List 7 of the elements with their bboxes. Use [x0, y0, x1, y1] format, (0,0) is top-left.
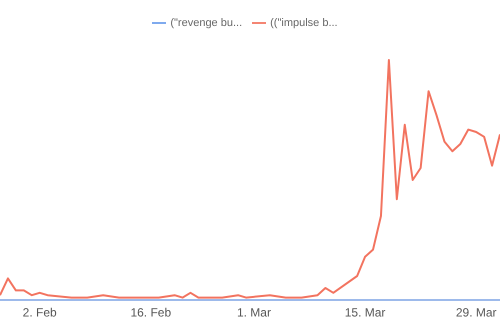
x-tick-label: 29. Mar — [456, 306, 497, 320]
x-tick-label: 16. Feb — [130, 306, 172, 320]
x-tick-label: 2. Feb — [22, 306, 58, 320]
x-tick-label: 15. Mar — [344, 306, 386, 320]
legend-label: ("revenge bu... — [170, 16, 242, 29]
legend-label: (("impulse b... — [270, 16, 338, 29]
x-tick-label: 1. Mar — [236, 306, 271, 320]
